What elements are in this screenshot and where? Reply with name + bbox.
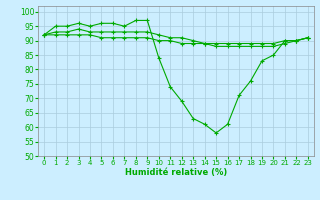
X-axis label: Humidité relative (%): Humidité relative (%) [125,168,227,177]
